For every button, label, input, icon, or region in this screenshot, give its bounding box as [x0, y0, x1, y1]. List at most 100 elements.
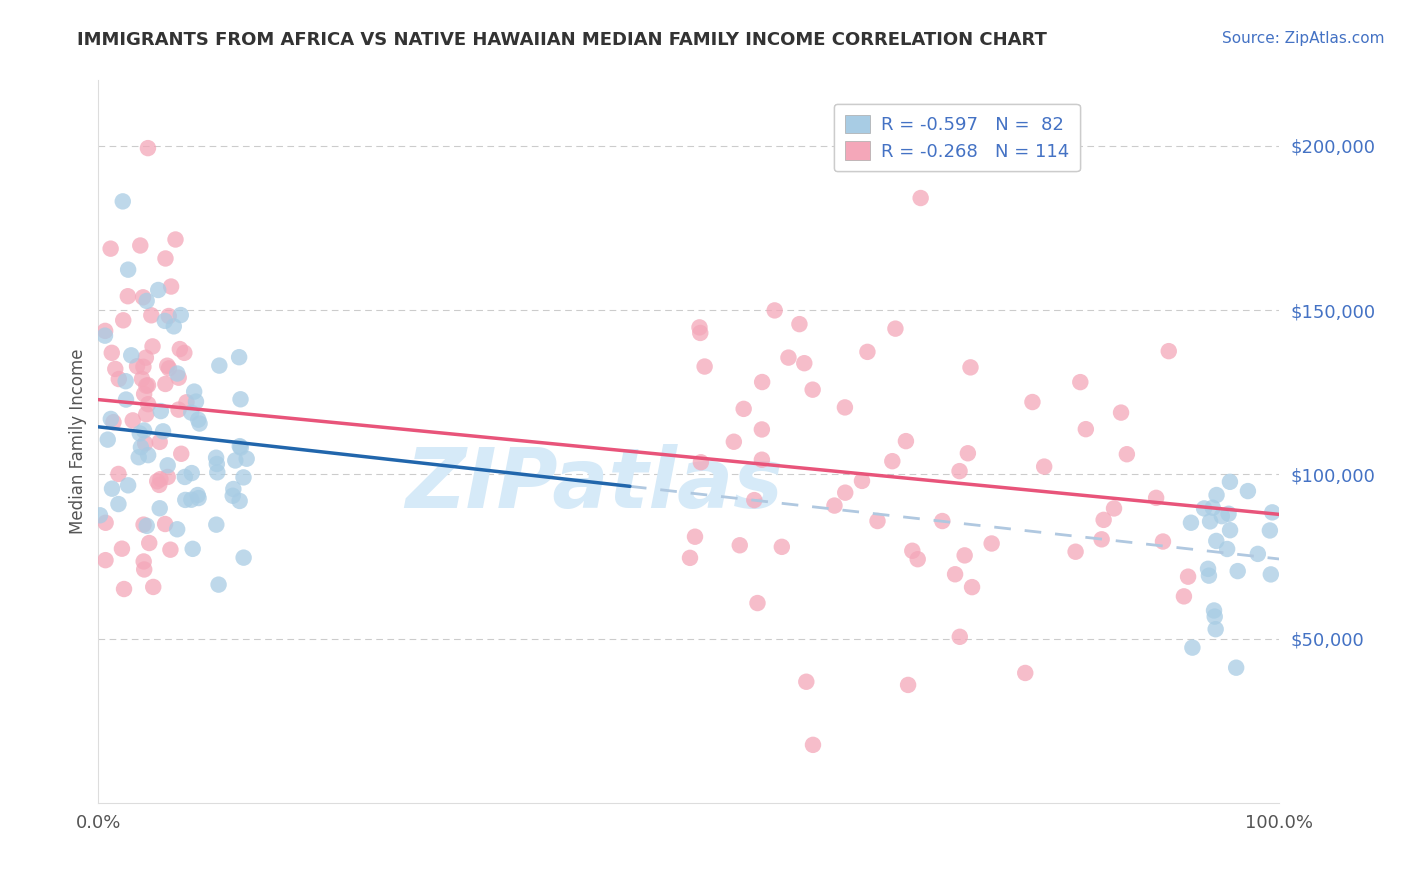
Point: [1211, 509, 1233, 524]
Point: [142, 580, 165, 594]
Point: [1092, 513, 1115, 527]
Point: [138, 536, 160, 550]
Point: [135, 351, 157, 365]
Point: [683, 530, 706, 544]
Point: [1014, 665, 1036, 680]
Point: [173, 346, 195, 360]
Text: IMMIGRANTS FROM AFRICA VS NATIVE HAWAIIAN MEDIAN FAMILY INCOME CORRELATION CHART: IMMIGRANTS FROM AFRICA VS NATIVE HAWAIIA…: [77, 31, 1047, 49]
Point: [882, 454, 904, 468]
Point: [128, 450, 150, 465]
Point: [208, 359, 231, 373]
Point: [1021, 395, 1043, 409]
Point: [953, 549, 976, 563]
Text: ZIPatlas: ZIPatlas: [405, 444, 783, 525]
Point: [222, 489, 245, 503]
Y-axis label: Median Family Income: Median Family Income: [69, 349, 87, 534]
Point: [1152, 534, 1174, 549]
Point: [229, 441, 252, 455]
Point: [1202, 500, 1225, 515]
Point: [149, 404, 172, 418]
Point: [120, 348, 142, 362]
Point: [181, 541, 204, 556]
Point: [1225, 661, 1247, 675]
Point: [160, 279, 183, 293]
Point: [107, 467, 129, 481]
Point: [131, 372, 153, 386]
Point: [157, 361, 180, 376]
Point: [778, 351, 800, 365]
Point: [155, 376, 177, 391]
Point: [173, 470, 195, 484]
Point: [866, 514, 889, 528]
Point: [1115, 447, 1137, 461]
Point: [728, 538, 751, 552]
Point: [153, 314, 176, 328]
Point: [132, 290, 155, 304]
Point: [183, 384, 205, 399]
Point: [146, 475, 169, 489]
Point: [897, 678, 920, 692]
Point: [166, 522, 188, 536]
Point: [1181, 640, 1204, 655]
Point: [235, 451, 257, 466]
Point: [136, 397, 159, 411]
Point: [948, 464, 970, 478]
Point: [101, 482, 124, 496]
Point: [1144, 491, 1167, 505]
Point: [229, 439, 252, 453]
Point: [153, 516, 176, 531]
Point: [884, 321, 907, 335]
Point: [163, 319, 186, 334]
Point: [931, 514, 953, 528]
Point: [207, 577, 229, 591]
Point: [1247, 547, 1270, 561]
Point: [115, 392, 138, 407]
Point: [180, 492, 202, 507]
Point: [184, 394, 207, 409]
Point: [136, 141, 159, 155]
Point: [132, 517, 155, 532]
Point: [94, 553, 117, 567]
Point: [134, 387, 156, 401]
Point: [112, 582, 135, 596]
Point: [167, 402, 190, 417]
Point: [1218, 507, 1240, 521]
Point: [1199, 515, 1222, 529]
Point: [1258, 524, 1281, 538]
Point: [166, 367, 188, 381]
Point: [1192, 501, 1215, 516]
Point: [134, 436, 156, 450]
Point: [132, 424, 155, 438]
Point: [114, 374, 136, 388]
Point: [157, 309, 180, 323]
Point: [751, 422, 773, 436]
Point: [1237, 484, 1260, 499]
Point: [980, 536, 1002, 550]
Point: [135, 407, 157, 421]
Point: [156, 470, 179, 484]
Point: [747, 596, 769, 610]
Point: [165, 232, 187, 246]
Point: [129, 440, 152, 454]
Point: [1219, 523, 1241, 537]
Point: [152, 425, 174, 439]
Point: [1260, 567, 1282, 582]
Point: [207, 466, 229, 480]
Point: [1261, 505, 1284, 519]
Point: [149, 434, 172, 449]
Point: [100, 346, 122, 360]
Point: [742, 493, 765, 508]
Point: [156, 458, 179, 473]
Point: [176, 395, 198, 409]
Point: [125, 359, 148, 374]
Point: [689, 320, 711, 334]
Point: [89, 508, 111, 523]
Point: [135, 378, 157, 392]
Point: [134, 562, 156, 576]
Point: [1173, 590, 1195, 604]
Point: [894, 434, 917, 449]
Text: Source: ZipAtlas.com: Source: ZipAtlas.com: [1222, 31, 1385, 46]
Point: [690, 455, 713, 469]
Point: [834, 401, 856, 415]
Point: [94, 516, 117, 530]
